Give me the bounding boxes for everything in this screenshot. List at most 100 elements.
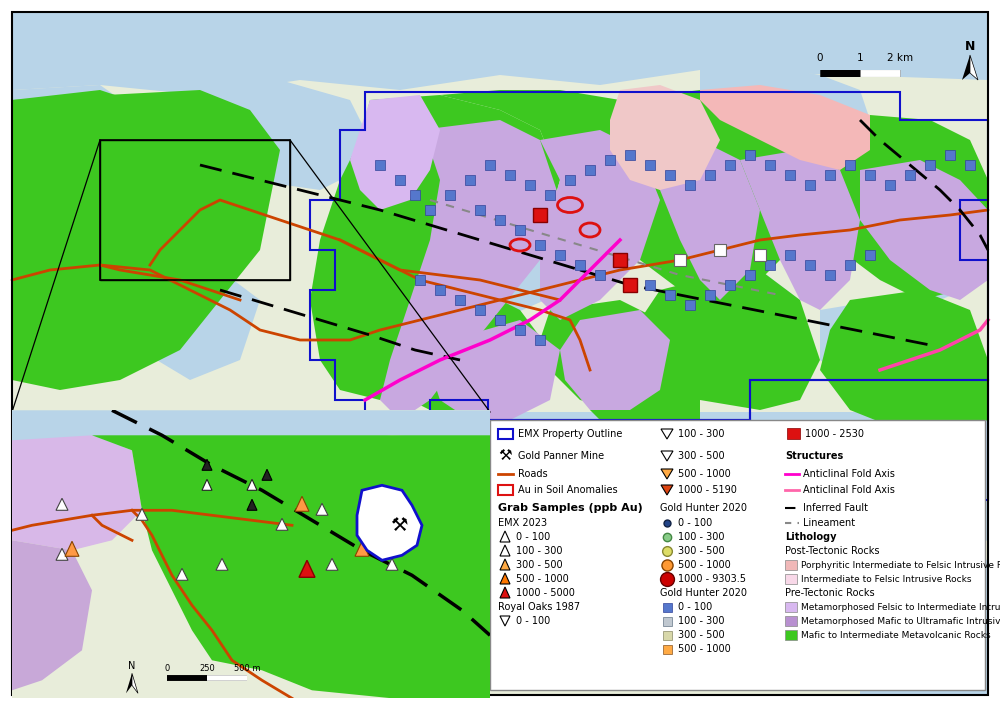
Bar: [865, 250, 875, 260]
Text: 2 km: 2 km: [887, 53, 913, 63]
Text: Metamorphosed Mafic to Ultramafic Intrusive Rocks: Metamorphosed Mafic to Ultramafic Intrus…: [801, 617, 1000, 626]
Polygon shape: [661, 451, 673, 461]
Polygon shape: [247, 499, 257, 510]
Polygon shape: [202, 479, 212, 490]
Polygon shape: [12, 565, 120, 660]
Text: 300 - 500: 300 - 500: [678, 630, 725, 640]
Bar: [425, 205, 435, 215]
Bar: [785, 560, 797, 570]
Polygon shape: [216, 559, 228, 571]
Text: 500 - 1000: 500 - 1000: [678, 560, 731, 570]
Bar: [485, 160, 495, 170]
Polygon shape: [590, 350, 700, 440]
Polygon shape: [970, 55, 978, 80]
Text: EMX 2023: EMX 2023: [498, 518, 547, 528]
Text: 500 - 1000: 500 - 1000: [516, 574, 569, 584]
Text: 500 - 1000: 500 - 1000: [678, 469, 731, 479]
Bar: [375, 160, 385, 170]
Polygon shape: [661, 485, 673, 495]
Polygon shape: [65, 542, 79, 556]
Polygon shape: [200, 485, 320, 580]
Polygon shape: [12, 485, 130, 570]
Polygon shape: [136, 508, 148, 520]
Polygon shape: [299, 560, 315, 578]
Polygon shape: [12, 12, 988, 95]
Bar: [410, 190, 420, 200]
Bar: [705, 170, 715, 180]
Bar: [575, 260, 585, 270]
Polygon shape: [380, 120, 560, 420]
Bar: [825, 170, 835, 180]
Polygon shape: [12, 412, 988, 495]
Bar: [12, 12, 988, 412]
Polygon shape: [126, 673, 132, 694]
Polygon shape: [840, 460, 988, 560]
Bar: [505, 170, 515, 180]
Bar: [785, 630, 797, 640]
Text: Pre-Tectonic Rocks: Pre-Tectonic Rocks: [785, 588, 875, 598]
Bar: [665, 290, 675, 300]
Polygon shape: [350, 95, 440, 210]
Bar: [663, 645, 672, 654]
Polygon shape: [660, 470, 820, 560]
Bar: [845, 260, 855, 270]
Polygon shape: [500, 573, 510, 584]
Bar: [585, 165, 595, 175]
Bar: [685, 180, 695, 190]
Text: 300 - 500: 300 - 500: [516, 560, 563, 570]
Bar: [545, 190, 555, 200]
Bar: [785, 574, 797, 584]
Polygon shape: [276, 518, 288, 530]
Polygon shape: [800, 115, 988, 300]
Polygon shape: [400, 480, 520, 590]
Polygon shape: [740, 150, 860, 310]
Bar: [465, 175, 475, 185]
Bar: [785, 602, 797, 612]
Bar: [705, 290, 715, 300]
Text: Gold Hunter 2020: Gold Hunter 2020: [660, 503, 747, 513]
Bar: [925, 160, 935, 170]
Text: 0 - 100: 0 - 100: [678, 518, 712, 528]
Polygon shape: [390, 290, 550, 420]
Text: 0: 0: [817, 53, 823, 63]
Bar: [825, 270, 835, 280]
Text: Post-Tectonic Rocks: Post-Tectonic Rocks: [785, 546, 880, 556]
Polygon shape: [610, 85, 720, 190]
Text: 500 m: 500 m: [234, 665, 260, 673]
Polygon shape: [700, 270, 800, 360]
Text: Inferred Fault: Inferred Fault: [803, 503, 868, 513]
Bar: [725, 160, 735, 170]
Polygon shape: [660, 550, 800, 660]
Polygon shape: [295, 496, 309, 511]
Text: Gold Panner Mine: Gold Panner Mine: [518, 451, 604, 461]
Polygon shape: [190, 570, 320, 670]
Bar: [945, 150, 955, 160]
Bar: [765, 260, 775, 270]
Text: Anticlinal Fold Axis: Anticlinal Fold Axis: [803, 485, 895, 495]
Text: 1: 1: [857, 53, 863, 63]
Polygon shape: [700, 65, 870, 140]
Bar: [12, 412, 988, 695]
Bar: [663, 617, 672, 626]
Text: Anticlinal Fold Axis: Anticlinal Fold Axis: [803, 469, 895, 479]
Polygon shape: [560, 310, 670, 410]
Polygon shape: [540, 110, 720, 210]
Polygon shape: [962, 55, 970, 80]
Bar: [625, 150, 635, 160]
Text: 500 - 1000: 500 - 1000: [678, 644, 731, 654]
Text: Metamorphosed Felsic to Intermediate Intrusive Rocks: Metamorphosed Felsic to Intermediate Int…: [801, 602, 1000, 612]
Bar: [515, 225, 525, 235]
Bar: [495, 215, 505, 225]
Text: 1000 - 5190: 1000 - 5190: [678, 485, 737, 495]
Bar: [665, 170, 675, 180]
Polygon shape: [202, 460, 212, 470]
Text: 100 - 300: 100 - 300: [678, 429, 724, 439]
Bar: [533, 208, 547, 222]
Polygon shape: [92, 436, 490, 699]
Bar: [605, 155, 615, 165]
Polygon shape: [700, 85, 870, 170]
Polygon shape: [12, 410, 490, 448]
Text: Lineament: Lineament: [803, 518, 855, 528]
Bar: [435, 285, 445, 295]
Polygon shape: [500, 531, 510, 542]
